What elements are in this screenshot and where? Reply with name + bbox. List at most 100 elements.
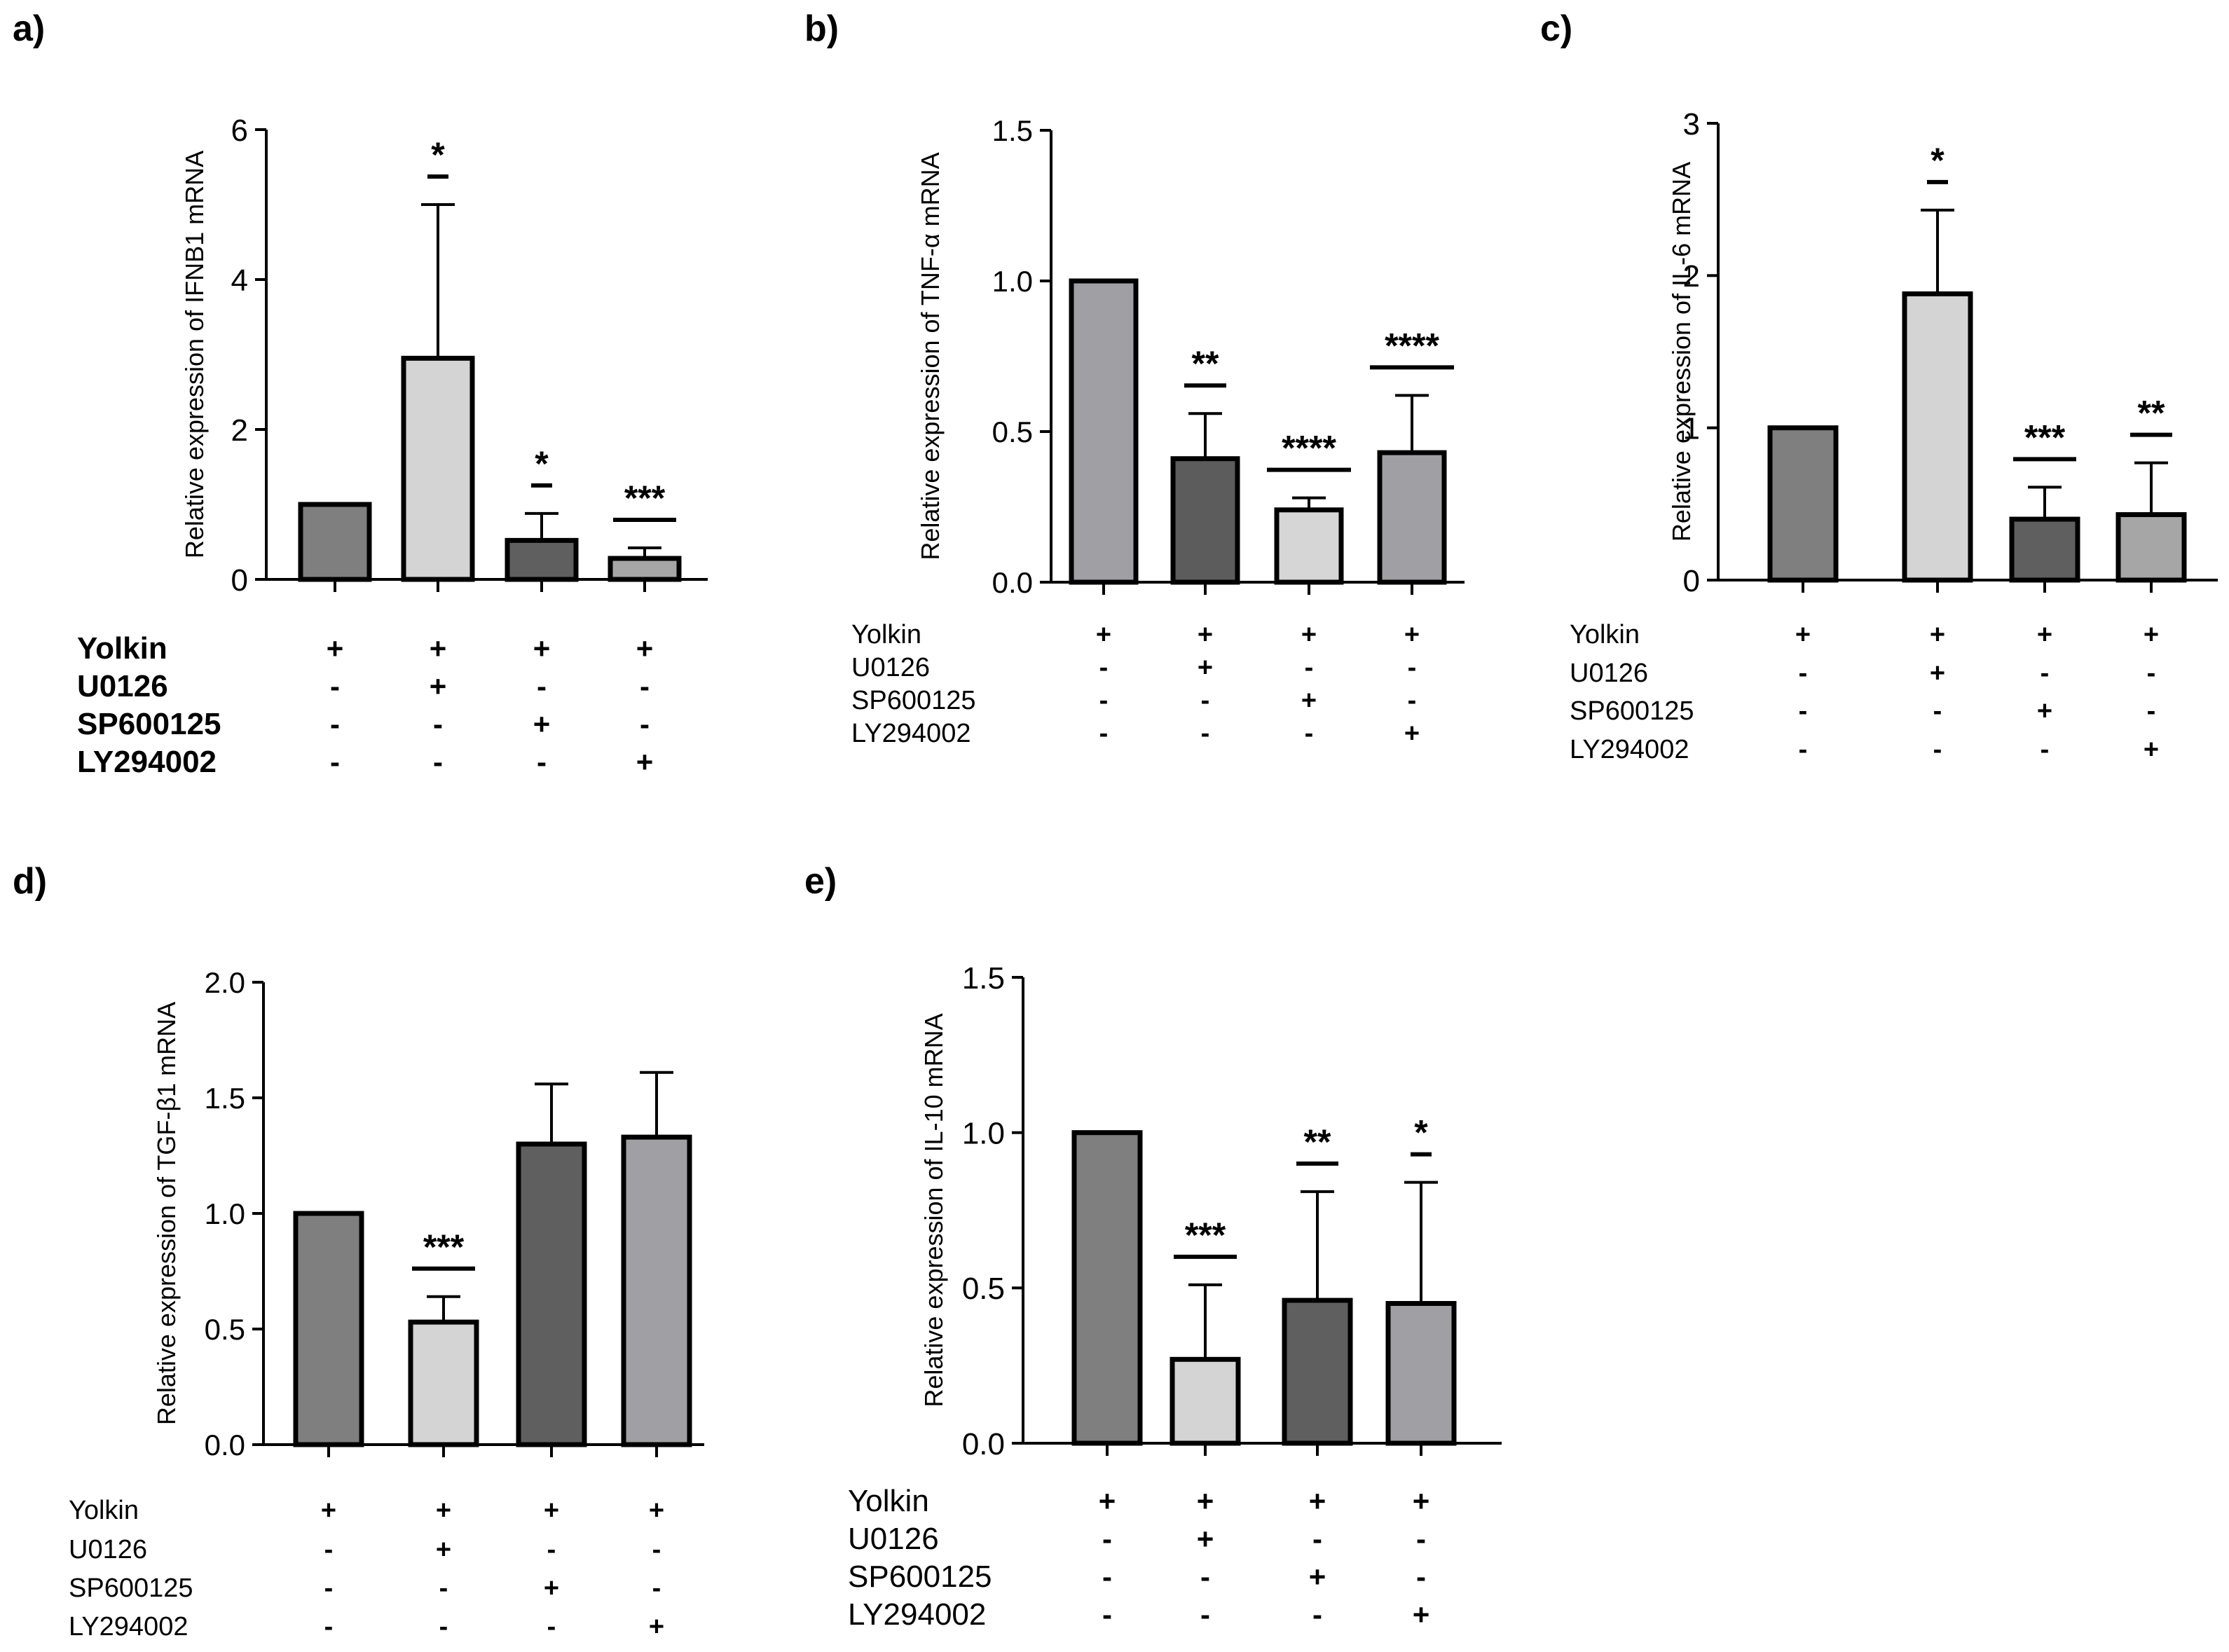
significance-marker: ** (2138, 394, 2165, 433)
treatment-sign: + (649, 1612, 664, 1641)
treatment-sign: - (1099, 686, 1109, 715)
significance-marker: * (1414, 1113, 1428, 1152)
bar (505, 537, 579, 582)
y-tick-label: 2 (1683, 259, 1700, 294)
y-tick-label: 0.5 (205, 1313, 245, 1346)
treatment-sign: - (1201, 719, 1210, 748)
bar (621, 1134, 692, 1447)
treatment-sign: + (1198, 620, 1213, 649)
treatment-sign: + (1413, 1485, 1430, 1517)
significance-marker: * (431, 135, 445, 174)
treatment-sign: + (2037, 696, 2052, 726)
y-tick-label: 1.0 (962, 1117, 1005, 1151)
bar (1071, 1130, 1143, 1446)
condition-row-label: Yolkin (1570, 620, 1640, 649)
condition-row-label: U0126 (77, 669, 168, 703)
condition-row-label: LY294002 (851, 719, 971, 748)
treatment-sign: + (1309, 1485, 1326, 1517)
treatment-sign: - (2041, 659, 2050, 688)
y-axis-title: Relative expression of IL-6 mRNA (1667, 162, 1696, 542)
treatment-sign: - (1201, 686, 1210, 715)
bar (1170, 1356, 1241, 1446)
condition-row-label: LY294002 (69, 1612, 188, 1641)
bar (2115, 512, 2187, 583)
treatment-sign: + (1198, 653, 1213, 682)
significance-marker: ** (1304, 1122, 1331, 1162)
treatment-sign: - (1102, 1522, 1112, 1555)
treatment-sign: + (1099, 1485, 1116, 1517)
treatment-sign: - (1933, 735, 1942, 764)
treatment-sign: + (2037, 620, 2052, 649)
treatment-sign: - (1799, 696, 1808, 726)
y-tick-label: 4 (231, 263, 248, 298)
treatment-sign: + (2144, 620, 2159, 649)
condition-row-label: LY294002 (1570, 735, 1689, 764)
bar (1385, 1301, 1457, 1446)
y-tick-label: 0.0 (962, 1427, 1005, 1461)
significance-marker: * (535, 444, 549, 483)
panel-label: e) (804, 861, 837, 902)
treatment-sign: - (1408, 653, 1417, 682)
treatment-sign: - (1933, 696, 1942, 726)
treatment-sign: + (436, 1535, 451, 1564)
significance-marker: *** (423, 1227, 465, 1267)
bar (298, 502, 372, 582)
treatment-sign: + (636, 745, 654, 778)
treatment-sign: - (1408, 686, 1417, 715)
bar (1282, 1297, 1353, 1446)
y-tick-label: 0 (231, 563, 248, 598)
y-axis-title: Relative expression of TGF-β1 mRNA (152, 1002, 181, 1425)
treatment-sign: - (1200, 1598, 1210, 1631)
treatment-sign: + (544, 1574, 559, 1603)
condition-row-label: LY294002 (848, 1597, 986, 1632)
treatment-sign: - (2147, 659, 2156, 688)
condition-row-label: U0126 (69, 1535, 147, 1564)
treatment-sign: + (1309, 1560, 1326, 1593)
y-axis-title: Relative expression of IFNB1 mRNA (180, 151, 209, 558)
significance-marker: *** (1185, 1216, 1226, 1255)
treatment-sign: - (439, 1612, 448, 1641)
treatment-sign: + (544, 1496, 559, 1525)
bar (608, 556, 682, 582)
treatment-sign: + (636, 632, 654, 665)
treatment-sign: - (537, 745, 547, 778)
y-tick-label: 0 (1683, 564, 1700, 598)
y-tick-label: 1.0 (992, 265, 1033, 298)
treatment-sign: - (1099, 653, 1109, 682)
treatment-sign: + (1301, 686, 1317, 715)
chart-panel-4: d) Relative expression of TGF-β1 mRNA 0.0 0… (13, 861, 704, 1641)
y-tick-label: 1.0 (205, 1197, 245, 1230)
y-tick-label: 2.0 (205, 966, 245, 999)
treatment-sign: - (1102, 1598, 1112, 1631)
treatment-sign: - (1200, 1560, 1210, 1593)
treatment-sign: + (430, 632, 447, 665)
treatment-sign: - (433, 745, 443, 778)
treatment-sign: - (324, 1535, 334, 1564)
treatment-sign: + (327, 632, 344, 665)
y-tick-label: 0.0 (205, 1429, 245, 1461)
condition-row-label: Yolkin (69, 1496, 139, 1525)
treatment-sign: + (1404, 719, 1420, 748)
y-tick-label: 1.5 (205, 1082, 245, 1115)
treatment-sign: - (330, 745, 340, 778)
significance-marker: **** (1282, 429, 1336, 468)
treatment-sign: + (1795, 620, 1811, 649)
treatment-sign: - (2147, 696, 2156, 726)
y-tick-label: 3 (1683, 107, 1700, 142)
bar (293, 1211, 364, 1447)
treatment-sign: + (649, 1496, 664, 1525)
treatment-sign: - (1416, 1560, 1426, 1593)
significance-marker: ** (1192, 344, 1219, 383)
treatment-sign: - (640, 708, 650, 741)
treatment-sign: + (1301, 620, 1317, 649)
significance-marker: *** (2024, 418, 2066, 457)
bar (408, 1319, 479, 1447)
condition-row-label: SP600125 (69, 1574, 193, 1603)
treatment-sign: - (2041, 735, 2050, 764)
y-tick-label: 6 (231, 113, 248, 148)
treatment-sign: - (547, 1535, 556, 1564)
treatment-sign: - (1305, 719, 1314, 748)
significance-marker: **** (1385, 326, 1439, 365)
condition-row-label: SP600125 (848, 1560, 992, 1594)
